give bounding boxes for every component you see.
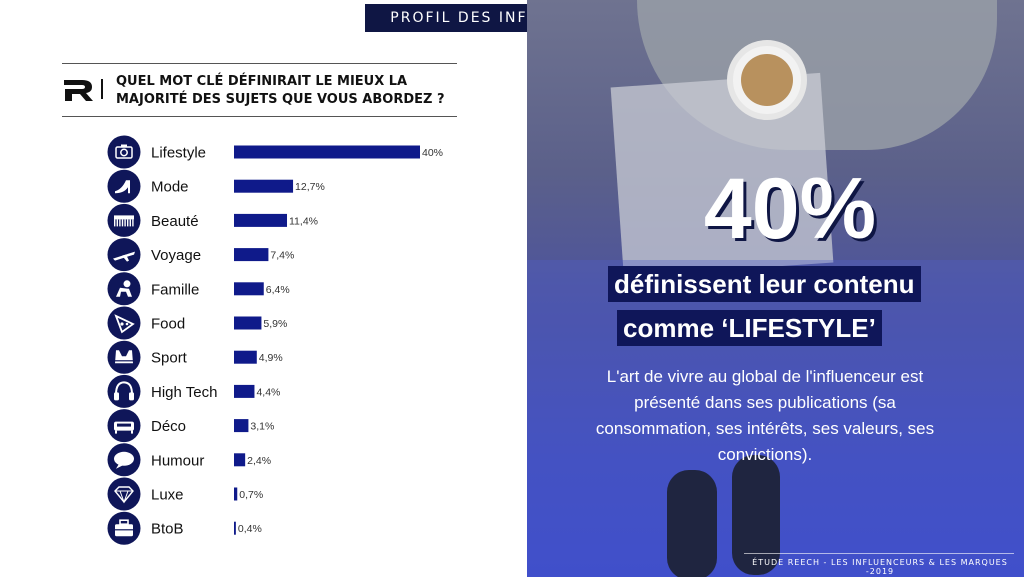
value-label: 11,4% bbox=[289, 215, 318, 227]
category-icon-circle bbox=[107, 374, 141, 408]
footer-divider bbox=[744, 553, 1014, 554]
chart-question: QUEL MOT CLÉ DÉFINIRAIT LE MIEUX LA MAJO… bbox=[116, 73, 456, 109]
briefcase-icon bbox=[115, 519, 133, 537]
divider-bottom bbox=[62, 116, 457, 117]
category-label: Mode bbox=[151, 179, 189, 196]
highlight-line-1: définissent leur contenu bbox=[608, 266, 921, 302]
bar bbox=[234, 213, 288, 227]
value-label: 6,4% bbox=[266, 284, 290, 296]
category-label: Lifestyle bbox=[151, 145, 206, 162]
high-heel-icon bbox=[115, 180, 130, 194]
bar bbox=[234, 487, 238, 501]
category-label: Luxe bbox=[151, 487, 184, 504]
value-label: 2,4% bbox=[247, 455, 271, 467]
value-label: 5,9% bbox=[263, 318, 287, 330]
bar bbox=[234, 282, 264, 296]
value-label: 7,4% bbox=[270, 250, 294, 262]
category-icon-circle bbox=[107, 477, 141, 511]
bar bbox=[234, 145, 420, 159]
question-line-1: QUEL MOT CLÉ DÉFINIRAIT LE MIEUX LA bbox=[116, 74, 408, 89]
category-label: Voyage bbox=[151, 247, 201, 264]
diamond-icon bbox=[114, 486, 134, 504]
bar bbox=[234, 316, 262, 330]
sock-right-shape bbox=[732, 455, 780, 575]
value-label: 4,4% bbox=[256, 386, 280, 398]
speech-bubble-icon bbox=[114, 451, 134, 469]
value-label: 4,9% bbox=[259, 352, 283, 364]
category-icon-circle bbox=[107, 306, 141, 340]
reech-logo-icon bbox=[64, 80, 93, 101]
category-icon-circle bbox=[107, 238, 141, 272]
bar bbox=[234, 419, 249, 433]
coffee-shape bbox=[741, 54, 793, 106]
comb-icon bbox=[114, 215, 134, 227]
divider-top bbox=[62, 63, 457, 64]
value-label: 0,4% bbox=[238, 523, 262, 535]
highlight-description: L'art de vivre au global de l'influenceu… bbox=[595, 367, 935, 464]
bar bbox=[234, 248, 269, 262]
bar bbox=[234, 453, 246, 467]
category-icon-circle bbox=[107, 203, 141, 237]
bar bbox=[234, 521, 236, 535]
bar bbox=[234, 179, 294, 193]
category-label: Déco bbox=[151, 418, 186, 435]
sports-bra-icon bbox=[115, 350, 133, 364]
value-label: 12,7% bbox=[295, 181, 325, 193]
category-label: Famille bbox=[151, 281, 199, 298]
category-icon-circle bbox=[107, 135, 141, 169]
big-percentage: 40% bbox=[703, 161, 877, 257]
headphones-icon bbox=[114, 381, 134, 401]
pizza-icon bbox=[114, 314, 135, 334]
category-label: Food bbox=[151, 316, 185, 333]
bar-chart: Lifestyle 40% Mode 12,7% Beauté 11,4% Voyage 7,… bbox=[107, 135, 443, 545]
highlight-line-2: comme ‘LIFESTYLE’ bbox=[617, 310, 882, 346]
value-label: 40% bbox=[422, 147, 443, 159]
value-label: 3,1% bbox=[250, 421, 274, 433]
question-line-2: MAJORITÉ DES SUJETS QUE VOUS ABORDEZ ? bbox=[116, 92, 445, 107]
sock-left-shape bbox=[667, 470, 717, 577]
category-label: High Tech bbox=[151, 384, 217, 401]
baby-icon bbox=[116, 280, 132, 297]
bar bbox=[234, 350, 257, 364]
category-label: BtoB bbox=[151, 521, 184, 538]
category-label: Humour bbox=[151, 452, 204, 469]
sofa-icon bbox=[114, 421, 134, 434]
category-label: Sport bbox=[151, 350, 188, 367]
value-label: 0,7% bbox=[239, 489, 263, 501]
bar bbox=[234, 384, 255, 398]
airplane-icon bbox=[113, 251, 135, 262]
logo-separator bbox=[101, 79, 103, 99]
camera-icon bbox=[115, 144, 133, 159]
category-label: Beauté bbox=[151, 213, 199, 230]
footer-credit: ÉTUDE REECH - LES INFLUENCEURS & LES MAR… bbox=[752, 558, 1008, 576]
